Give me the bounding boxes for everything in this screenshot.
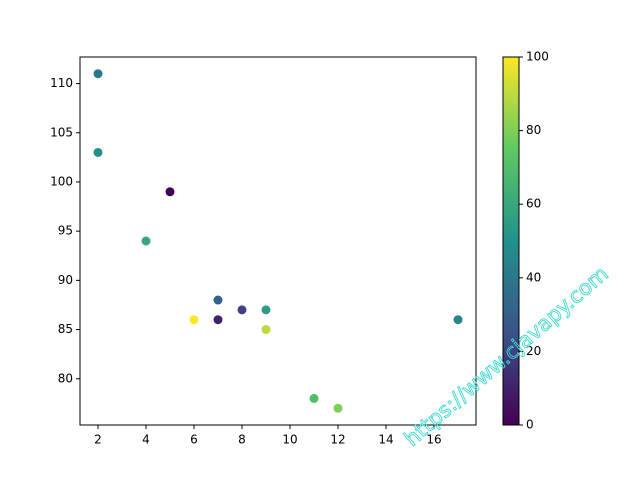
x-tick-label: 12 [330,433,345,447]
x-tick-label: 4 [142,433,150,447]
colorbar-tick-label: 60 [526,197,541,211]
colorbar-tick-label: 40 [526,270,541,284]
point [213,315,223,325]
plot-area [79,56,477,426]
y-tick-label: 105 [50,125,73,139]
colorbar-tick-label: 80 [526,123,541,137]
point [237,305,247,315]
point [261,305,271,315]
point [93,69,103,79]
colorbar-tick-label: 0 [526,418,534,432]
y-tick-label: 85 [58,322,73,336]
x-tick-label: 6 [190,433,198,447]
point [213,295,223,305]
point [189,315,199,325]
point [309,393,319,403]
point [165,187,175,197]
y-tick-label: 95 [58,224,73,238]
point [93,147,103,157]
colorbar [502,56,520,426]
point [333,403,343,413]
y-tick-label: 90 [58,273,73,287]
point [453,315,463,325]
colorbar-tick-label: 100 [526,50,549,64]
colorbar-tick-label: 20 [526,344,541,358]
x-tick-label: 14 [378,433,393,447]
x-tick-label: 16 [426,433,441,447]
y-tick-label: 100 [50,174,73,188]
x-tick-label: 2 [94,433,102,447]
point [261,325,271,335]
y-tick-label: 110 [50,76,73,90]
y-tick-label: 80 [58,371,73,385]
point [141,236,151,246]
x-tick-label: 8 [238,433,246,447]
x-tick-label: 10 [282,433,297,447]
